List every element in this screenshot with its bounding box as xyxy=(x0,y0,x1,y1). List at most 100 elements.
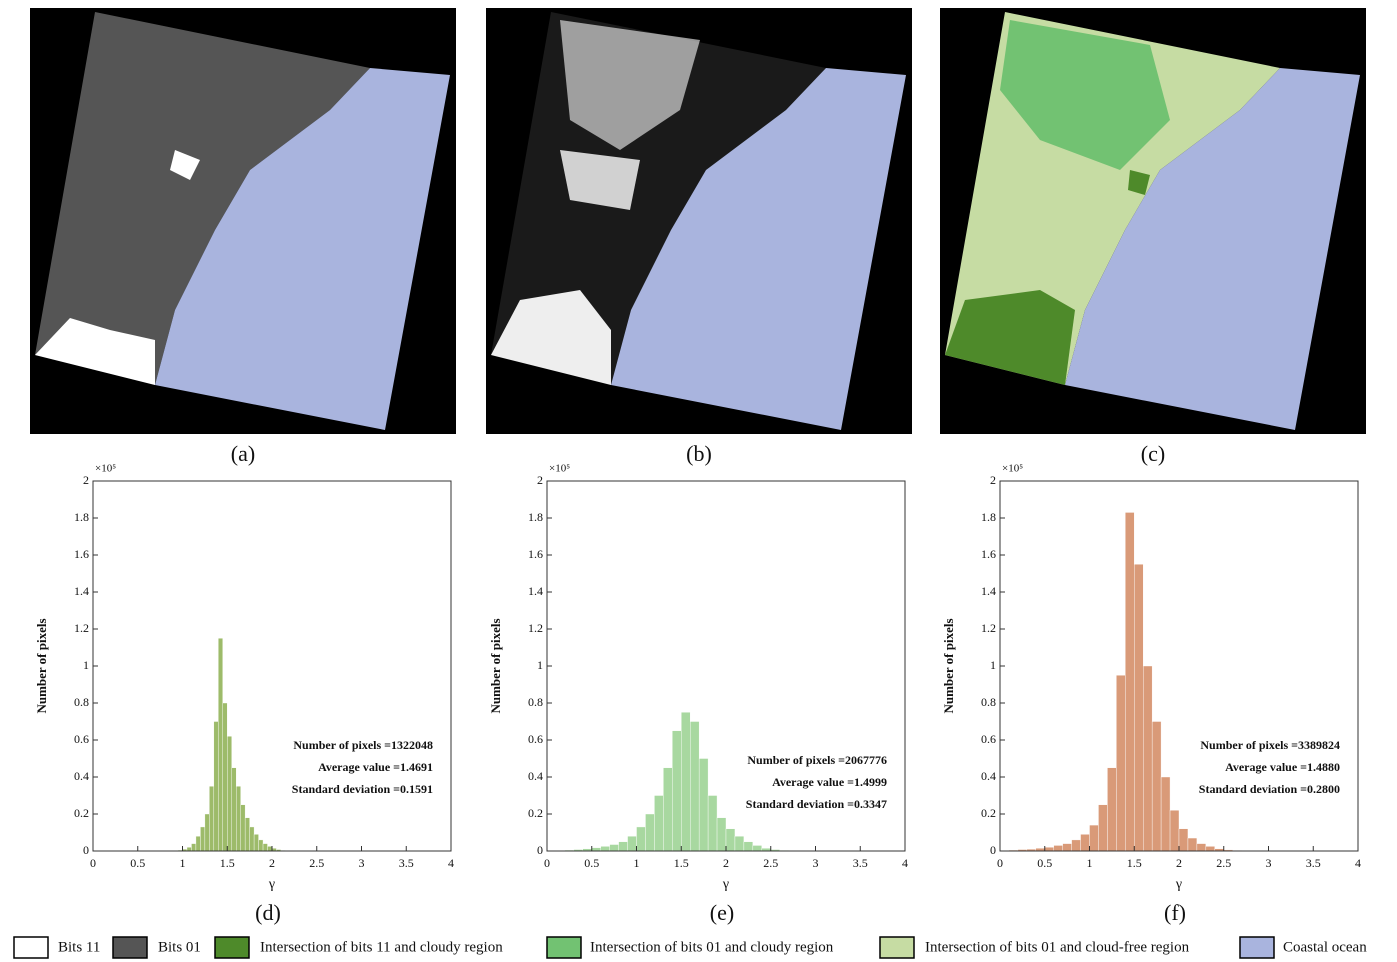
bar xyxy=(744,842,753,851)
bar xyxy=(1152,722,1161,852)
x-tick-label: 1 xyxy=(1087,856,1093,870)
map-a xyxy=(30,8,456,434)
bar xyxy=(1161,777,1170,851)
y-tick-label: 0.8 xyxy=(981,695,996,709)
x-tick-label: 1.5 xyxy=(674,856,689,870)
y-axis-label: Number of pixels xyxy=(941,618,956,713)
bar xyxy=(245,818,249,851)
bar xyxy=(628,836,637,851)
annotation: Standard deviation =0.1591 xyxy=(292,782,433,796)
y-tick-label: 0.6 xyxy=(74,732,89,746)
x-tick-label: 3.5 xyxy=(399,856,414,870)
chart-caption: (e) xyxy=(710,900,734,925)
x-tick-label: 0 xyxy=(90,856,96,870)
bar xyxy=(654,796,663,852)
bar xyxy=(735,836,744,851)
x-tick-label: 0.5 xyxy=(584,856,599,870)
x-tick-label: 2 xyxy=(1176,856,1182,870)
bar xyxy=(690,722,699,852)
x-tick-label: 3 xyxy=(813,856,819,870)
y-tick-label: 1.4 xyxy=(74,584,89,598)
x-tick-label: 1 xyxy=(634,856,640,870)
legend-swatch xyxy=(1240,937,1274,958)
bar xyxy=(699,759,708,852)
bar xyxy=(187,847,191,851)
bar xyxy=(232,768,236,851)
y-axis-label: Number of pixels xyxy=(488,618,503,713)
y-tick-label: 0.2 xyxy=(74,806,89,820)
bar xyxy=(218,638,222,851)
annotation: Number of pixels =2067776 xyxy=(747,753,887,767)
annotation: Standard deviation =0.2800 xyxy=(1199,782,1340,796)
bar xyxy=(196,836,200,851)
y-tick-label: 0.4 xyxy=(981,769,996,783)
y-tick-label: 1.2 xyxy=(528,621,543,635)
y-tick-label: 1 xyxy=(990,658,996,672)
bar xyxy=(205,814,209,851)
legend-label: Bits 11 xyxy=(58,939,100,955)
y-tick-label: 0.6 xyxy=(981,732,996,746)
annotation: Average value =1.4880 xyxy=(1225,760,1340,774)
y-tick-label: 1.8 xyxy=(528,510,543,524)
y-tick-label: 0.4 xyxy=(74,769,89,783)
legend-label: Coastal ocean xyxy=(1283,939,1367,955)
legend-label: Intersection of bits 01 and cloudy regio… xyxy=(590,939,834,955)
legend-swatch xyxy=(215,937,249,958)
y-tick-label: 0 xyxy=(990,843,996,857)
x-tick-label: 3.5 xyxy=(853,856,868,870)
bar xyxy=(1116,675,1125,851)
annotation: Average value =1.4999 xyxy=(772,775,887,789)
y-tick-label: 1 xyxy=(83,658,89,672)
bar xyxy=(601,846,610,851)
y-tick-label: 1.6 xyxy=(981,547,996,561)
bar xyxy=(1107,768,1116,851)
x-tick-label: 0.5 xyxy=(1037,856,1052,870)
bar xyxy=(1063,844,1072,851)
x-tick-label: 1.5 xyxy=(220,856,235,870)
legend-swatch xyxy=(880,937,914,958)
figure: (a) (b) (c) 00.20.40.60.811.21.41.61.820… xyxy=(0,0,1397,962)
map-caption: (c) xyxy=(1141,441,1165,466)
bar xyxy=(726,829,735,851)
y-tick-label: 1.6 xyxy=(74,547,89,561)
legend-swatch xyxy=(547,937,581,958)
bar xyxy=(1179,829,1188,851)
legend-label: Intersection of bits 11 and cloudy regio… xyxy=(260,939,503,955)
map-caption: (a) xyxy=(231,441,255,466)
chart-caption: (d) xyxy=(255,900,281,925)
x-tick-label: 0.5 xyxy=(130,856,145,870)
x-axis-label: γ xyxy=(268,877,275,892)
bar xyxy=(1188,838,1197,851)
y-tick-label: 2 xyxy=(83,473,89,487)
y-scale-label: ×10⁵ xyxy=(1002,463,1023,475)
bar xyxy=(254,834,258,851)
bar xyxy=(200,827,204,851)
bar xyxy=(209,786,213,851)
y-tick-label: 1.2 xyxy=(981,621,996,635)
y-tick-label: 0.8 xyxy=(528,695,543,709)
bar xyxy=(1125,512,1134,851)
y-tick-label: 0.2 xyxy=(528,806,543,820)
y-scale-label: ×10⁵ xyxy=(549,463,570,475)
x-tick-label: 1 xyxy=(180,856,186,870)
y-tick-label: 0.6 xyxy=(528,732,543,746)
y-tick-label: 0.4 xyxy=(528,769,543,783)
bar xyxy=(259,840,263,851)
bar xyxy=(236,786,240,851)
bar xyxy=(610,845,619,851)
x-tick-label: 2 xyxy=(269,856,275,870)
bar xyxy=(645,814,654,851)
x-tick-label: 3 xyxy=(1266,856,1272,870)
y-tick-label: 1.4 xyxy=(528,584,543,598)
bar xyxy=(717,818,726,851)
bar xyxy=(1098,805,1107,851)
x-tick-label: 2.5 xyxy=(763,856,778,870)
legend-label: Intersection of bits 01 and cloud-free r… xyxy=(925,939,1190,955)
bar xyxy=(1090,825,1099,851)
x-tick-label: 2 xyxy=(723,856,729,870)
bar xyxy=(1134,564,1143,851)
bar xyxy=(1072,840,1081,851)
bar xyxy=(1081,834,1090,851)
bar xyxy=(1206,846,1215,851)
plot-frame xyxy=(547,481,905,851)
